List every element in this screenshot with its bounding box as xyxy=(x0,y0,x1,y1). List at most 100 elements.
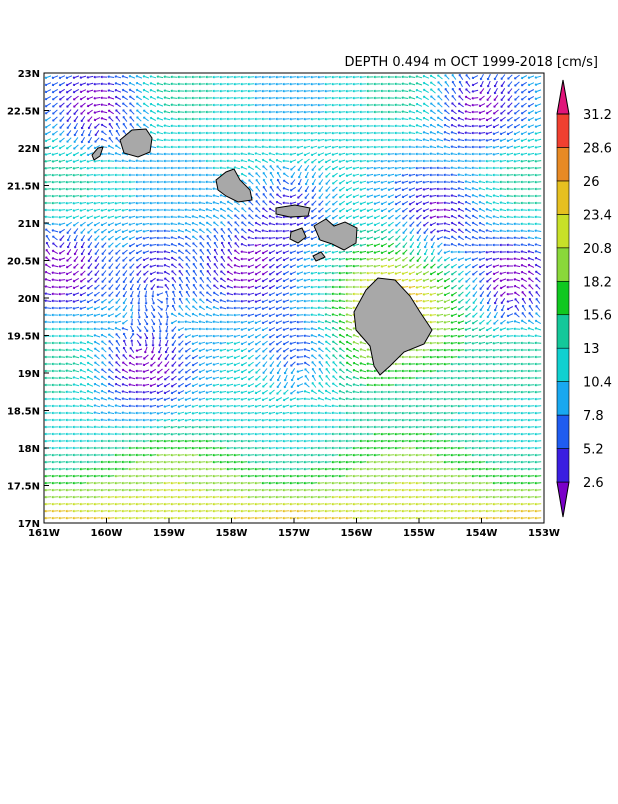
current-arrow xyxy=(212,145,220,149)
current-arrow xyxy=(317,124,325,128)
current-arrow xyxy=(254,96,262,100)
current-arrow xyxy=(534,138,542,142)
colorbar-label: 13 xyxy=(583,342,600,357)
current-arrow xyxy=(444,109,450,115)
current-arrow xyxy=(52,102,58,108)
current-arrow xyxy=(492,166,500,170)
current-arrow xyxy=(311,193,317,199)
current-arrow xyxy=(289,75,297,79)
current-arrow xyxy=(282,110,290,114)
current-arrow xyxy=(122,115,128,122)
current-arrow xyxy=(121,187,129,191)
current-arrow xyxy=(387,152,395,156)
current-arrow xyxy=(72,166,80,170)
current-arrow xyxy=(65,180,73,184)
current-arrow xyxy=(290,172,296,179)
current-arrow xyxy=(401,173,409,177)
current-arrow xyxy=(115,122,121,130)
current-arrow xyxy=(93,187,101,191)
current-arrow xyxy=(359,75,367,79)
current-arrow xyxy=(51,130,58,136)
current-arrow xyxy=(506,131,514,136)
current-arrow xyxy=(149,208,157,212)
current-arrow xyxy=(443,166,451,170)
current-arrow xyxy=(233,96,241,100)
current-arrow xyxy=(486,73,491,81)
current-arrow xyxy=(437,95,443,101)
current-arrow xyxy=(289,152,297,156)
current-arrow xyxy=(387,159,395,163)
current-arrow xyxy=(520,180,528,184)
current-arrow xyxy=(241,207,247,213)
current-arrow xyxy=(58,88,65,94)
current-arrow xyxy=(177,96,185,100)
current-arrow xyxy=(373,124,381,128)
current-arrow xyxy=(430,102,436,108)
current-arrow xyxy=(114,180,122,184)
current-arrow xyxy=(352,103,360,107)
current-arrow xyxy=(387,180,395,184)
current-arrow xyxy=(107,96,115,100)
current-arrow xyxy=(394,96,402,100)
current-arrow xyxy=(86,75,94,79)
current-arrow xyxy=(163,82,171,86)
current-arrow xyxy=(219,96,227,100)
current-arrow xyxy=(296,89,304,93)
current-arrow xyxy=(318,193,324,199)
current-arrow xyxy=(51,152,59,156)
current-arrow xyxy=(121,166,129,170)
current-arrow xyxy=(527,152,535,156)
current-arrow xyxy=(163,194,171,198)
current-arrow xyxy=(44,180,52,184)
current-arrow xyxy=(387,131,395,135)
current-arrow xyxy=(311,186,317,193)
current-arrow xyxy=(437,74,443,80)
current-arrow xyxy=(338,103,346,107)
current-arrow xyxy=(156,173,164,177)
current-arrow xyxy=(149,131,157,135)
current-arrow xyxy=(394,110,402,114)
current-arrow xyxy=(317,96,325,100)
current-arrow xyxy=(514,109,520,115)
current-arrow xyxy=(429,194,437,198)
current-arrow xyxy=(156,159,164,163)
current-arrow xyxy=(296,131,304,135)
current-arrow xyxy=(44,152,52,156)
current-arrow xyxy=(324,117,332,121)
current-arrow xyxy=(310,138,318,142)
current-arrow xyxy=(332,193,338,199)
current-arrow xyxy=(373,152,381,156)
current-arrow xyxy=(471,152,479,156)
current-arrow xyxy=(492,116,499,122)
current-arrow xyxy=(233,110,241,114)
current-arrow xyxy=(79,159,87,163)
current-arrow xyxy=(436,180,444,184)
current-arrow xyxy=(465,80,471,87)
current-arrow xyxy=(422,145,430,149)
current-arrow xyxy=(177,152,185,156)
current-arrow xyxy=(485,180,493,184)
current-arrow xyxy=(430,88,436,94)
current-arrow xyxy=(135,88,143,93)
current-arrow xyxy=(387,145,395,149)
current-arrow xyxy=(492,145,500,149)
current-arrow xyxy=(191,180,199,184)
colorbar-label: 26 xyxy=(583,175,600,190)
current-arrow xyxy=(527,180,535,184)
current-arrow xyxy=(107,89,115,93)
current-arrow xyxy=(486,87,491,95)
current-arrow xyxy=(296,82,304,86)
current-arrow xyxy=(128,166,136,170)
current-arrow xyxy=(415,152,423,156)
current-arrow xyxy=(254,124,262,128)
current-arrow xyxy=(254,138,262,142)
current-arrow xyxy=(345,138,353,142)
current-arrow xyxy=(100,82,108,86)
current-arrow xyxy=(101,130,107,136)
current-arrow xyxy=(527,110,535,115)
current-arrow xyxy=(422,117,430,121)
current-arrow xyxy=(248,172,254,178)
colorbar-segment xyxy=(556,448,570,483)
current-arrow xyxy=(135,187,143,191)
current-arrow xyxy=(163,187,171,191)
